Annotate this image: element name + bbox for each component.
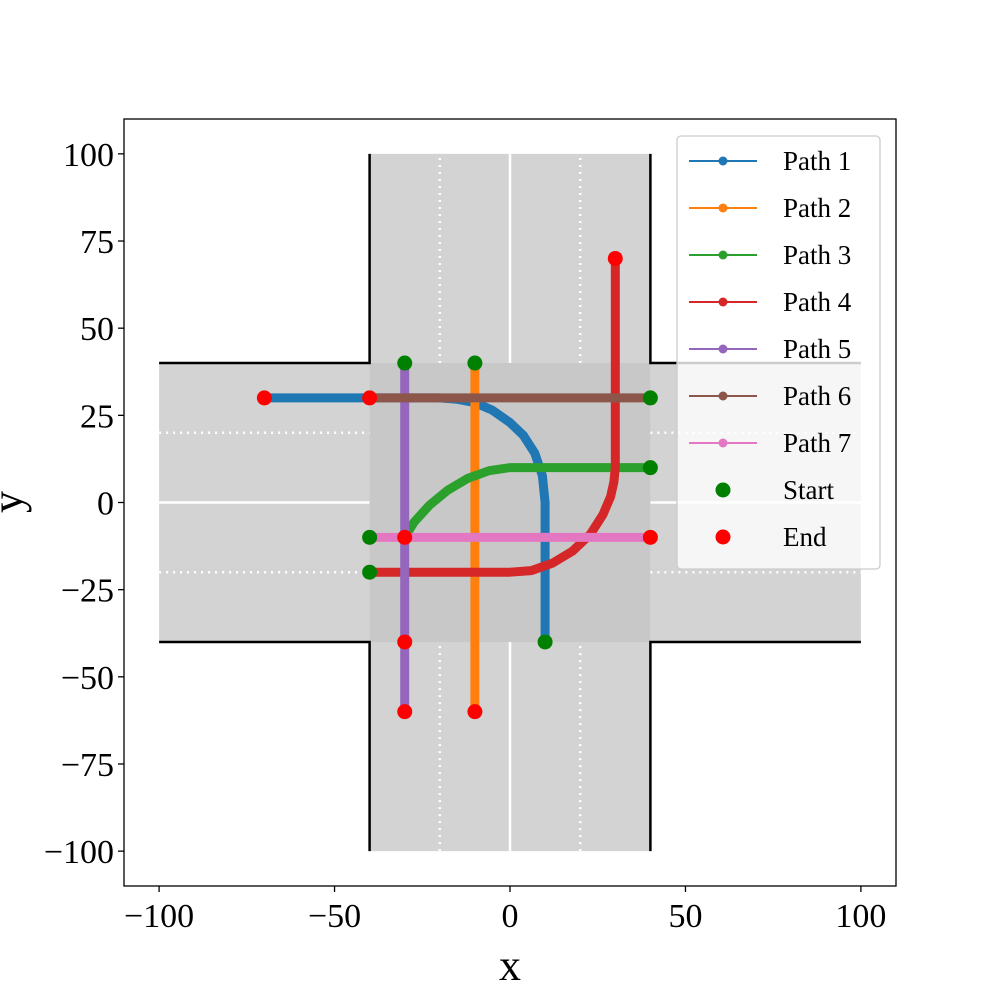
path-6-start-marker: [642, 390, 658, 406]
legend-path-2-label: Path 2: [783, 193, 851, 223]
path-4-end-marker: [607, 250, 623, 266]
y-tick-label: 0: [97, 486, 114, 523]
legend-path-5-dot: [718, 344, 728, 354]
legend-path-6-label: Path 6: [783, 381, 851, 411]
path-5-start-marker: [397, 355, 413, 371]
path-6-end-marker: [362, 390, 378, 406]
path-5-end-marker: [397, 704, 413, 720]
end-marker: [397, 634, 413, 650]
y-tick-label: −25: [61, 573, 114, 610]
path-2-end-marker: [467, 704, 483, 720]
x-tick-label: 0: [502, 898, 519, 935]
y-tick-label: 75: [80, 224, 114, 261]
legend-path-2-dot: [718, 203, 728, 213]
x-tick-label: 100: [835, 898, 886, 935]
y-tick-label: 25: [80, 398, 114, 435]
legend-path-1-dot: [718, 156, 728, 166]
x-axis-label: x: [499, 941, 521, 990]
y-tick-label: −75: [61, 747, 114, 784]
legend-end-label: End: [783, 522, 827, 552]
legend-path-4-label: Path 4: [783, 287, 852, 317]
path-3-end-marker: [397, 529, 413, 545]
x-tick-label: −100: [124, 898, 194, 935]
path-1-start-marker: [537, 634, 553, 650]
path-3-line: [400, 463, 651, 540]
y-tick-label: 100: [63, 137, 114, 174]
legend: Path 1 Path 2 Path 3 Path 4 Path 5 Path 6 Path…: [676, 135, 881, 570]
legend-path-3-dot: [718, 250, 728, 260]
road-edge: [159, 640, 371, 852]
path-3-start-marker: [642, 460, 658, 476]
y-axis-label: y: [0, 491, 32, 513]
road-edge: [159, 153, 371, 365]
legend-path-4-dot: [718, 297, 728, 307]
legend-start-marker: [715, 482, 731, 498]
path-2-start-marker: [467, 355, 483, 371]
legend-box: [676, 135, 881, 570]
x-tick-label: 50: [668, 898, 702, 935]
x-tick-label: −50: [308, 898, 361, 935]
legend-path-3-label: Path 3: [783, 240, 851, 270]
path-7-end-marker: [642, 529, 658, 545]
legend-path-7-label: Path 7: [783, 428, 851, 458]
legend-end-marker: [715, 529, 731, 545]
legend-path-1-label: Path 1: [783, 146, 851, 176]
y-tick-label: −100: [44, 834, 114, 871]
legend-start-label: Start: [783, 475, 834, 505]
legend-path-5-label: Path 5: [783, 334, 851, 364]
road-edge: [649, 640, 861, 852]
path-4-start-marker: [362, 564, 378, 580]
path-layer: [264, 258, 651, 712]
marker-layer: [256, 250, 658, 720]
legend-path-7-dot: [718, 438, 728, 448]
y-tick-label: 50: [80, 311, 114, 348]
legend-path-6-dot: [718, 391, 728, 401]
path-1-end-marker: [256, 390, 272, 406]
path-7-start-marker: [362, 529, 378, 545]
tick-layer: −100 −50 0 50 100 −100 −75 −50 −25 0 25 50 75 100: [44, 137, 887, 935]
y-tick-label: −50: [61, 660, 114, 697]
